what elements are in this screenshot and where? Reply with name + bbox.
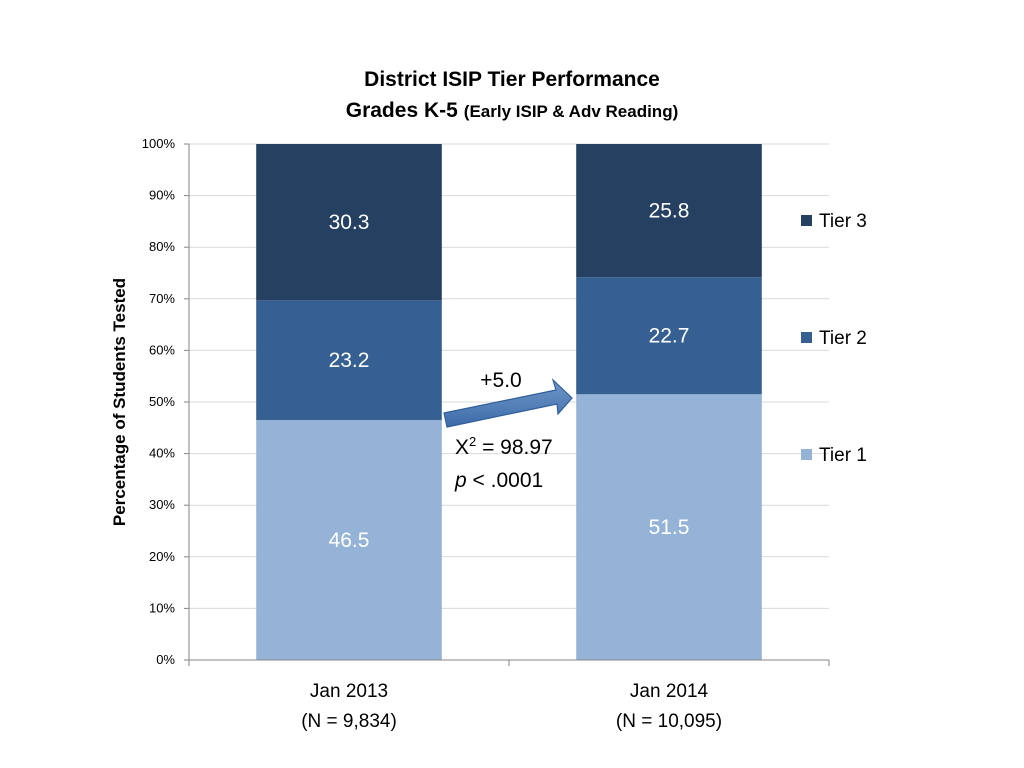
y-tick-label: 90% — [149, 188, 175, 203]
x-category-label: Jan 2014 — [630, 681, 709, 702]
chi-symbol: X — [455, 436, 469, 459]
chart-title-line2: Grades K-5 (Early ISIP & Adv Reading) — [346, 99, 679, 122]
chi-superscript: 2 — [469, 434, 476, 449]
legend-swatch — [801, 215, 812, 226]
y-tick-label: 60% — [149, 342, 175, 357]
chart-title-main: Grades K-5 — [346, 99, 458, 122]
y-tick-label: 40% — [149, 446, 175, 461]
data-label: 30.3 — [329, 211, 370, 234]
x-category-sublabel: (N = 10,095) — [616, 711, 722, 732]
y-tick-label: 80% — [149, 239, 175, 254]
chart-title-sub: (Early ISIP & Adv Reading) — [464, 102, 678, 121]
y-tick-label: 70% — [149, 291, 175, 306]
chart-title-line1: District ISIP Tier Performance — [364, 68, 660, 91]
bar-segment-tier-2 — [576, 277, 762, 395]
p-value-stat: p < .0001 — [454, 469, 543, 492]
x-category-label: Jan 2013 — [310, 681, 388, 702]
increase-arrow — [443, 378, 573, 428]
y-tick-label: 50% — [149, 394, 175, 409]
y-tick-label: 10% — [149, 600, 175, 615]
bar-layer — [256, 144, 762, 660]
y-tick-label: 20% — [149, 549, 175, 564]
legend-swatch — [801, 332, 812, 343]
data-label: 23.2 — [329, 349, 370, 372]
legend-label: Tier 2 — [819, 328, 867, 349]
y-tick-label: 30% — [149, 497, 175, 512]
chi-value: = 98.97 — [476, 436, 552, 459]
y-tick-label: 0% — [156, 652, 175, 667]
data-label: 22.7 — [649, 325, 690, 348]
bar-segment-tier-1 — [256, 420, 442, 660]
p-value: < .0001 — [467, 469, 543, 492]
legend-swatch — [801, 449, 812, 460]
data-label: 25.8 — [649, 200, 690, 223]
label-layer: 46.5 23.2 30.3 Jan 2013 (N = 9,834) 51.5 22.7 2… — [301, 200, 722, 732]
data-label: 51.5 — [649, 516, 690, 539]
chi-square-stat: X2 = 98.97 — [455, 434, 553, 459]
arrow-label: +5.0 — [480, 369, 521, 392]
legend-label: Tier 1 — [819, 445, 867, 466]
y-axis-title: Percentage of Students Tested — [110, 278, 129, 526]
data-label: 46.5 — [329, 529, 370, 552]
p-symbol: p — [454, 469, 467, 492]
legend-label: Tier 3 — [819, 211, 867, 232]
y-tick-label: 100% — [142, 136, 176, 151]
x-category-sublabel: (N = 9,834) — [301, 711, 397, 732]
legend: Tier 3 Tier 2 Tier 1 — [801, 211, 867, 466]
bar-segment-tier-1 — [576, 394, 762, 660]
bar-segment-tier-3 — [256, 144, 442, 301]
axis-layer: 0% 10% 20% 30% 40% 50% 60% 70% 80% 90% 100% — [142, 136, 830, 667]
bar-segment-tier-2 — [256, 300, 442, 421]
bar-segment-tier-3 — [576, 144, 762, 278]
